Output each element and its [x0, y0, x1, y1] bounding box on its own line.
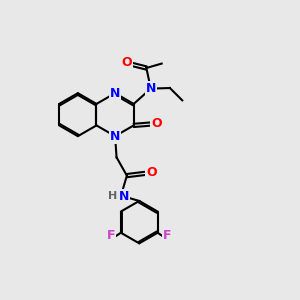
Text: N: N [146, 82, 156, 95]
Text: H: H [108, 191, 117, 201]
Text: O: O [146, 166, 157, 179]
Text: N: N [119, 190, 129, 203]
Text: N: N [110, 130, 120, 143]
Text: F: F [107, 229, 116, 242]
Text: N: N [110, 87, 120, 100]
Text: F: F [163, 229, 172, 242]
Text: O: O [152, 117, 162, 130]
Text: O: O [122, 56, 132, 70]
